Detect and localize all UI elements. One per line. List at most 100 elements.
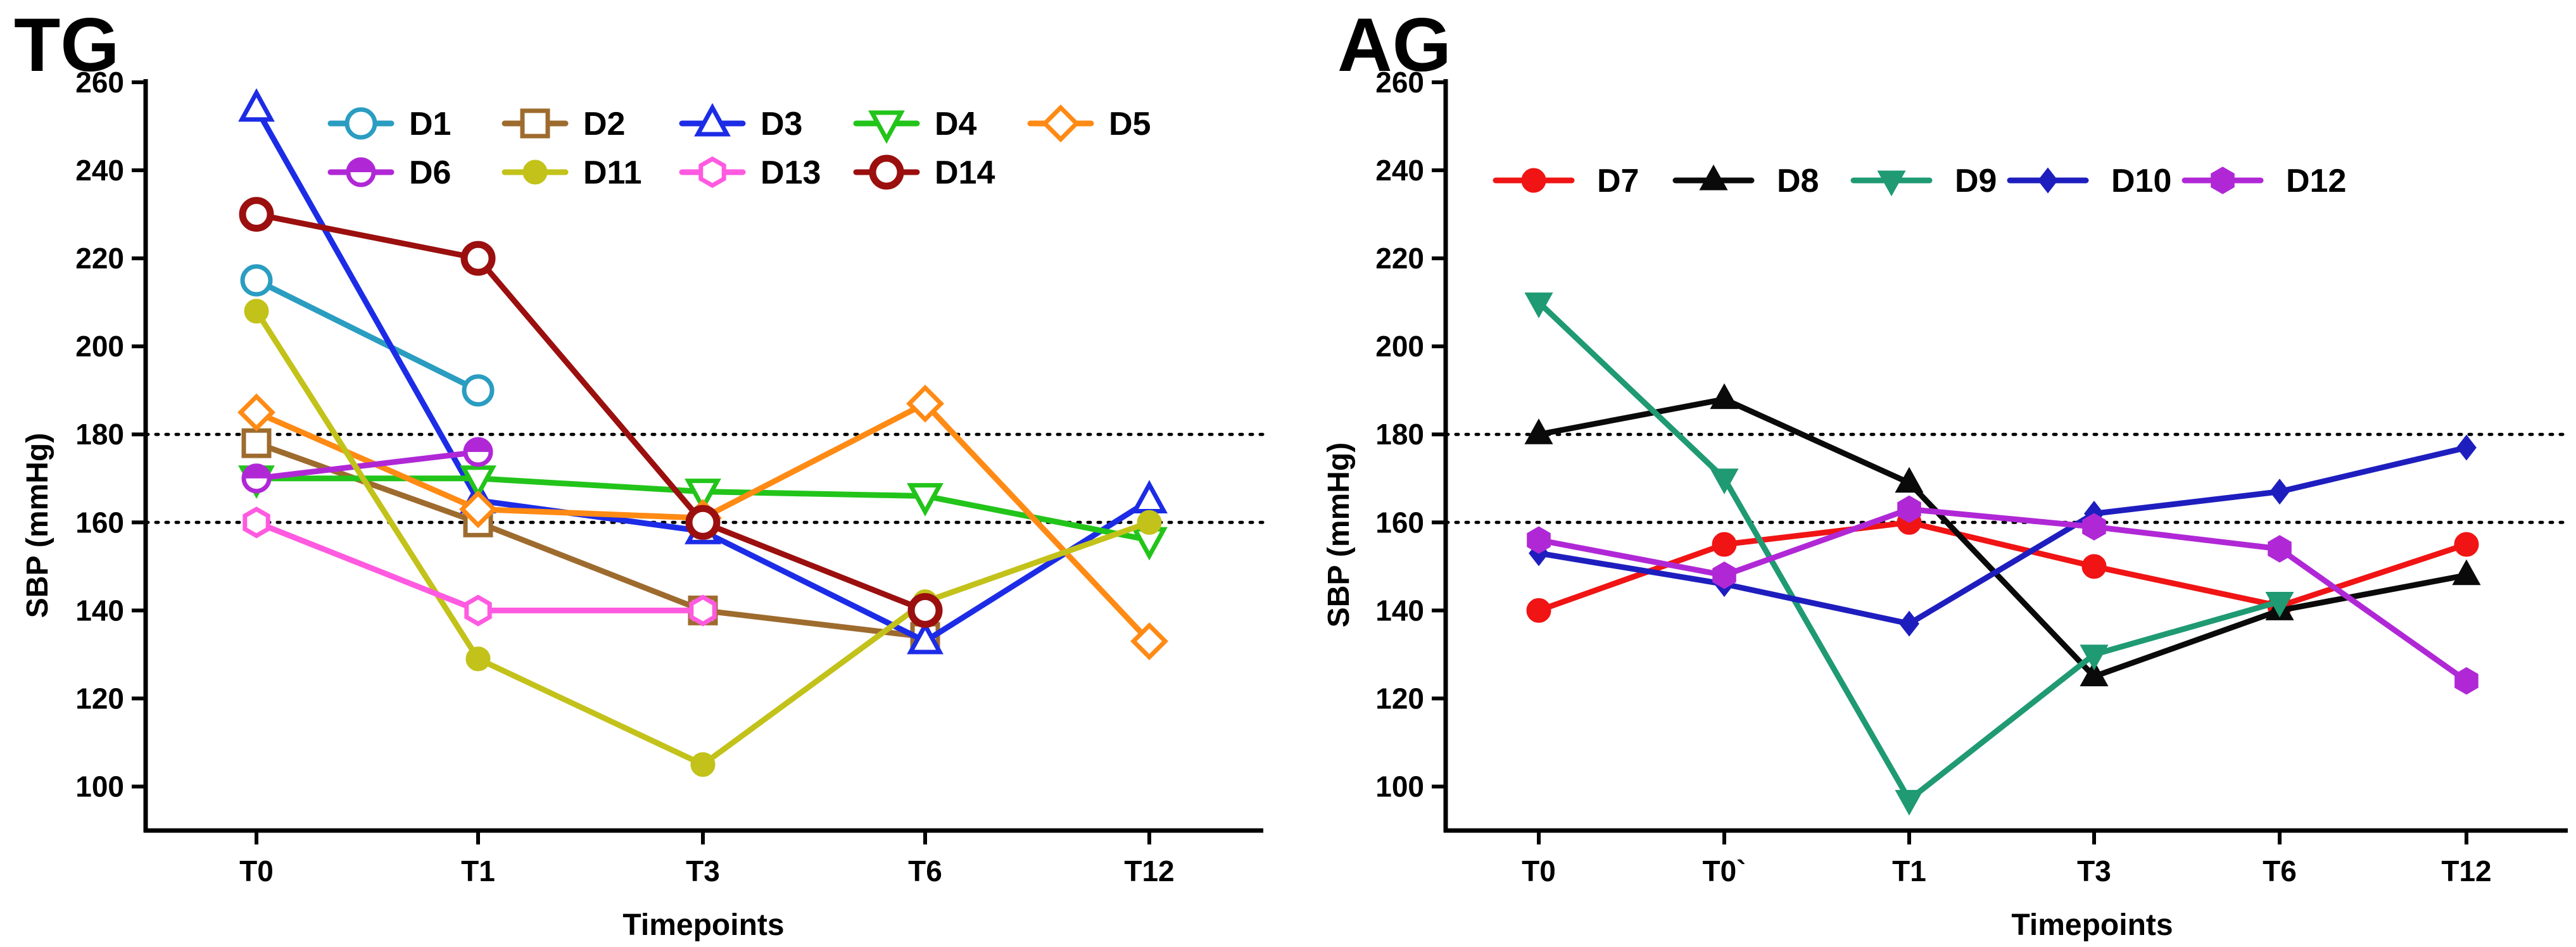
legend-label: D13 <box>761 154 821 191</box>
y-axis-title: SBP (mmHg) <box>21 433 54 618</box>
data-point-d7 <box>1526 598 1551 623</box>
legend-label: D6 <box>409 154 451 191</box>
x-tick-label: T3 <box>2077 855 2111 887</box>
data-point-d2 <box>241 428 272 458</box>
data-point-d8 <box>1710 383 1739 410</box>
data-point-d9 <box>1710 468 1739 494</box>
legend-item-d14: D14 <box>853 154 995 191</box>
y-tick-label: 240 <box>75 154 124 187</box>
data-point-d6-marker-fill <box>244 465 269 479</box>
legend-item-d12: D12 <box>2181 163 2346 199</box>
data-point-d9 <box>1524 292 1553 318</box>
series-line-d3 <box>253 106 1152 644</box>
data-point-d8 <box>1895 467 1924 493</box>
data-point-d8 <box>2080 660 2109 687</box>
legend-label: D12 <box>2286 163 2346 199</box>
series-line-d6 <box>253 449 481 482</box>
series-line-d8 <box>1536 396 2470 680</box>
legend-marker-d11 <box>522 160 548 185</box>
data-point-d14 <box>907 593 943 628</box>
legend-marker-d5 <box>1042 104 1080 142</box>
legend-item-d13: D13 <box>679 154 821 191</box>
y-tick-label: 180 <box>75 418 124 451</box>
data-point-d4 <box>685 479 721 512</box>
legend-item-d10: D10 <box>2007 163 2171 199</box>
series-d7 <box>1526 510 2479 623</box>
panel-ag: AG SBP (mmHg) Timepoints 100 120 140 160 180… <box>1322 3 2570 942</box>
data-point-d5 <box>906 384 944 423</box>
legend-item-d3: D3 <box>679 103 802 142</box>
series-d8 <box>1524 383 2481 687</box>
x-tick-label: T0 <box>1522 855 1556 887</box>
legend-label: D5 <box>1109 106 1151 142</box>
legend-marker-d2 <box>520 108 550 139</box>
data-point-d4 <box>460 465 496 499</box>
series-d1 <box>240 264 495 407</box>
panel-tg: TG SBP (mmHg) Timepoints 100 120 140 160 180… <box>14 3 1265 942</box>
data-point-d9 <box>1895 789 1924 816</box>
series-line-d1 <box>253 277 481 394</box>
legend-label: D8 <box>1777 163 1819 199</box>
legend-label: D3 <box>761 106 802 142</box>
legend-item-d11: D11 <box>502 154 642 191</box>
x-tick-label: T12 <box>2441 855 2491 887</box>
panel-label: TG <box>14 3 120 87</box>
legend-item-d2: D2 <box>502 106 625 142</box>
data-point-d9 <box>2080 644 2109 670</box>
legend-label: D14 <box>935 154 995 191</box>
data-point-d4 <box>907 483 944 517</box>
y-tick-label: 120 <box>1375 682 1424 715</box>
y-tick-label: 120 <box>75 682 124 715</box>
data-point-d13 <box>243 506 270 539</box>
series-line-d9 <box>1536 299 2283 803</box>
data-point-d1 <box>240 264 273 297</box>
data-point-d11 <box>1137 510 1162 535</box>
y-tick-label: 240 <box>1375 154 1424 187</box>
legend-item-d7: D7 <box>1493 163 1639 199</box>
data-point-d14 <box>685 505 721 540</box>
y-tick-label: 220 <box>1375 242 1424 275</box>
data-point-d5 <box>459 490 497 529</box>
legend-marker-d4 <box>868 110 905 144</box>
x-tick-label: T12 <box>1124 855 1174 887</box>
y-tick-label: 160 <box>75 506 124 539</box>
legend-marker-d12 <box>2211 166 2235 194</box>
data-point-d3 <box>907 620 944 655</box>
y-tick-label: 220 <box>75 242 124 275</box>
x-axis-title: Timepoints <box>2011 908 2173 942</box>
x-tick-label: T6 <box>2263 855 2297 887</box>
y-tick-label: 100 <box>1375 770 1424 803</box>
series-d9 <box>1524 292 2294 816</box>
data-point-d8 <box>1524 418 1553 444</box>
legend-marker-d13 <box>698 156 726 189</box>
data-point-d10 <box>1899 610 1919 637</box>
series-line-d14 <box>253 211 928 613</box>
data-point-d12 <box>1897 495 1921 524</box>
legend-label: D1 <box>409 106 451 142</box>
data-point-d12 <box>2268 535 2292 563</box>
series-d6 <box>241 437 493 494</box>
data-point-d9 <box>2265 591 2294 618</box>
data-point-d11 <box>465 646 491 672</box>
legend-marker-d7 <box>1521 168 1546 193</box>
y-tick-label: 200 <box>75 330 124 363</box>
series-d12 <box>1527 495 2478 695</box>
x-tick-label: T3 <box>686 855 720 887</box>
y-tick-label: 200 <box>1375 330 1424 363</box>
legend-item-d5: D5 <box>1027 104 1151 142</box>
legend-item-d1: D1 <box>327 106 451 142</box>
data-point-d12 <box>2454 667 2478 695</box>
data-point-d13 <box>689 594 717 627</box>
legend-marker-d10 <box>2038 167 2058 194</box>
data-point-d12 <box>1712 561 1736 589</box>
y-tick-label: 140 <box>75 594 124 627</box>
legend-marker-d3 <box>694 103 731 137</box>
data-point-d10 <box>2270 479 2290 505</box>
data-point-d13 <box>464 594 492 627</box>
y-tick-label: 140 <box>1375 594 1424 627</box>
legend-label: D9 <box>1955 163 1997 199</box>
legend-marker-d1 <box>344 107 377 140</box>
series-line-d7 <box>1536 519 2470 613</box>
legend-marker-d8 <box>1699 164 1728 191</box>
data-point-d1 <box>462 374 495 407</box>
